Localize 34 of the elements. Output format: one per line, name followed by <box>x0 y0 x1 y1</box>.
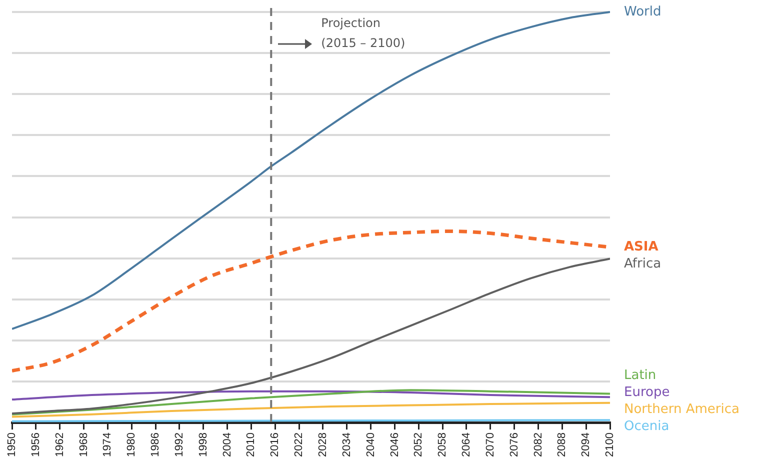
x-tick-label: 1956 <box>30 432 42 458</box>
x-tick-label: 2052 <box>412 432 425 458</box>
x-tick-label: 2004 <box>221 432 234 458</box>
series-label: Northern America <box>624 402 740 417</box>
series-label: ASIA <box>624 240 658 255</box>
x-tick-label: 2082 <box>532 432 544 458</box>
annotation: Projection (2015 – 2100) <box>321 16 406 50</box>
x-tick-label: 2100 <box>604 432 616 458</box>
x-tick-label: 2076 <box>508 432 520 458</box>
x-tick-label: 2064 <box>460 432 473 458</box>
x-tick-label: 1962 <box>54 432 66 458</box>
x-tick-label: 2058 <box>436 432 449 458</box>
x-tick-label: 2016 <box>269 432 282 458</box>
x-tick-label: 1950 <box>6 432 18 458</box>
x-tick-label: 1974 <box>102 432 114 458</box>
series-label: Africa <box>624 256 662 272</box>
x-tick-label: 1998 <box>197 432 210 458</box>
series-label: World <box>624 4 662 20</box>
x-tick-label: 2040 <box>364 432 377 458</box>
x-tick-label: 1968 <box>78 432 90 458</box>
series-label: Europe <box>624 384 670 400</box>
x-tick-label: 2010 <box>245 432 258 458</box>
x-tick-label: 1986 <box>150 432 162 458</box>
series-label: Ocenia <box>624 418 670 434</box>
x-tick-label: 2070 <box>484 432 496 458</box>
series-label: Latin <box>624 368 656 383</box>
x-tick-label: 2088 <box>556 432 568 458</box>
x-tick-label: 2028 <box>316 432 329 458</box>
x-tick-label: 1980 <box>126 432 138 458</box>
x-tick-label: 1992 <box>173 432 186 458</box>
x-tick-label: 2094 <box>580 432 592 458</box>
x-tick-label: 2034 <box>340 432 353 458</box>
x-tick-label: 2022 <box>293 432 306 458</box>
x-tick-label: 2046 <box>388 432 401 458</box>
